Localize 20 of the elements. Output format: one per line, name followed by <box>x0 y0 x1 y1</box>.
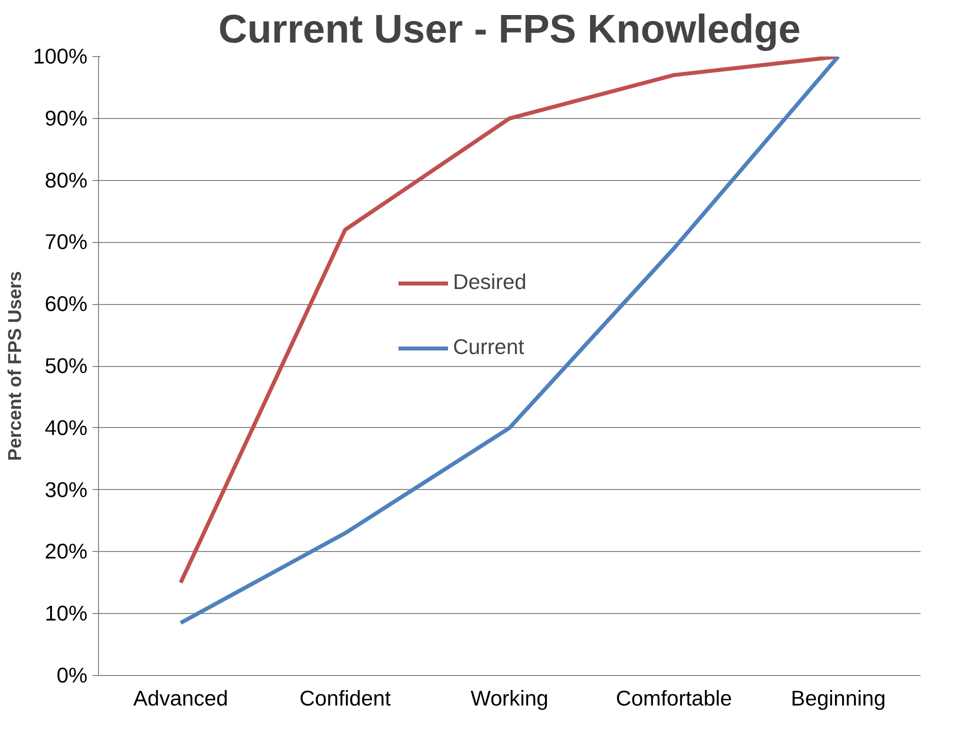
chart-title: Current User - FPS Knowledge <box>218 8 801 52</box>
y-tick-label: 30% <box>44 478 88 502</box>
y-tick-label: 70% <box>44 230 88 254</box>
y-tick-label: 80% <box>44 168 88 192</box>
x-tick-label: Advanced <box>133 686 228 710</box>
y-tick-label: 40% <box>44 416 88 440</box>
y-tick-label: 60% <box>44 292 88 316</box>
x-tick-label: Working <box>470 686 548 710</box>
y-tick-label: 20% <box>44 540 88 564</box>
y-tick-label: 100% <box>32 44 88 68</box>
y-tick-label: 0% <box>56 664 88 688</box>
y-tick-label: 90% <box>44 106 88 130</box>
legend-label: Desired <box>453 270 526 295</box>
y-axis-title: Percent of FPS Users <box>4 271 25 461</box>
legend-label: Current <box>453 335 524 360</box>
y-tick-label: 10% <box>44 602 88 626</box>
y-tick-label: 50% <box>44 354 88 378</box>
x-tick-label: Confident <box>299 686 391 710</box>
x-tick-label: Beginning <box>790 686 886 710</box>
x-tick-label: Comfortable <box>616 686 732 710</box>
